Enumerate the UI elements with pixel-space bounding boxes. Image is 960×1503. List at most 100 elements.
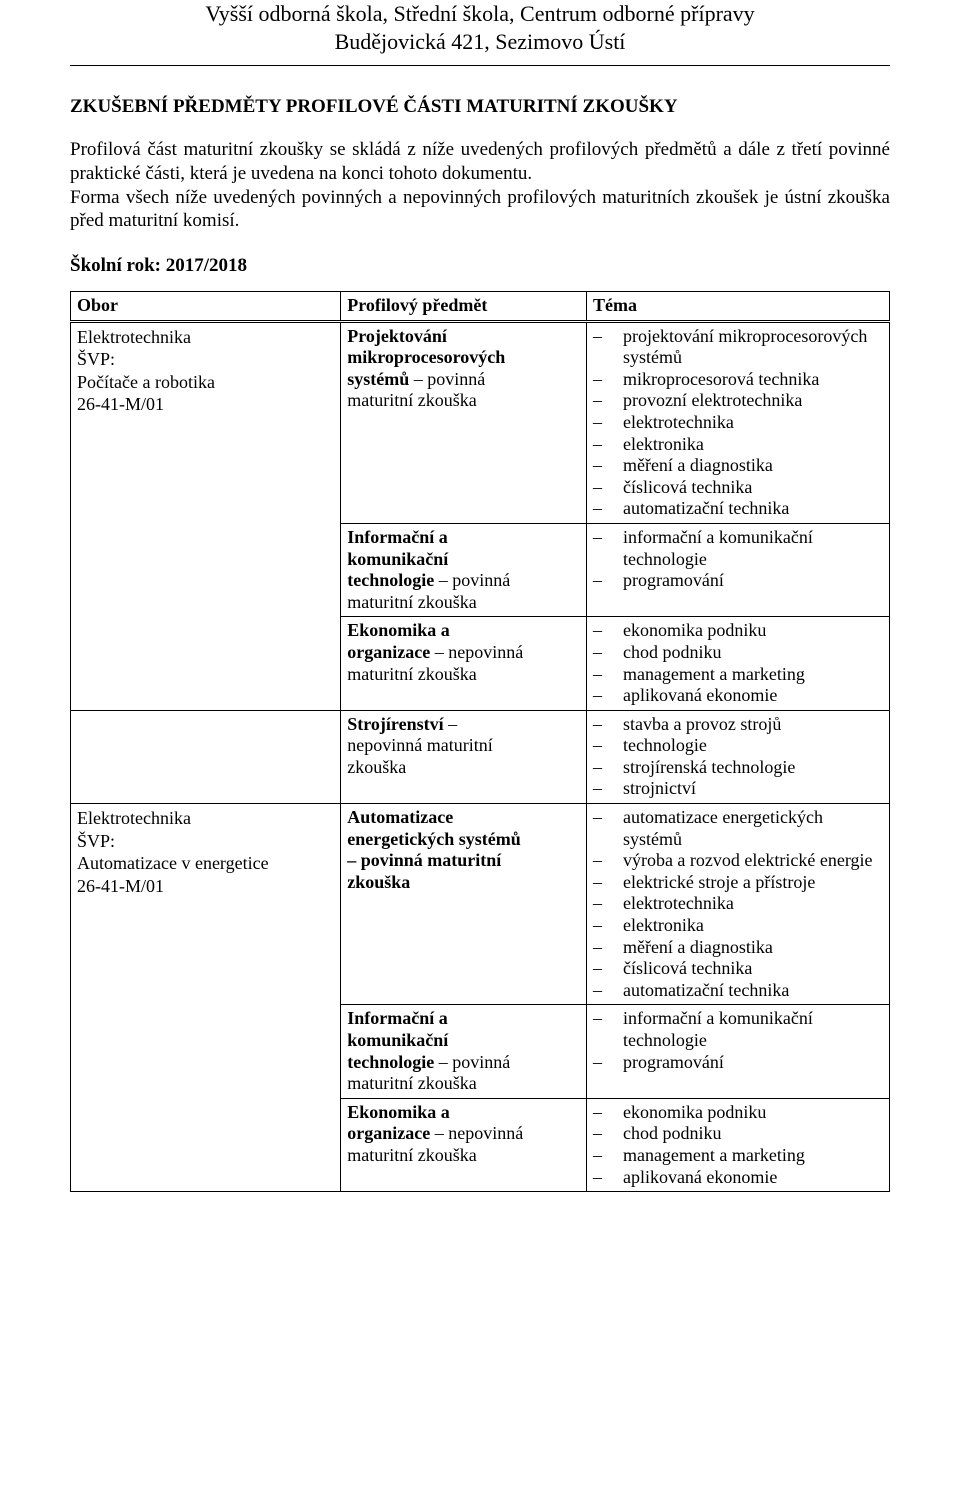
subject-cell: Informační a komunikační technologie – p… [341,523,587,616]
subject-bold: – povinná maturitní [347,850,501,870]
intro-paragraph: Profilová část maturitní zkoušky se sklá… [70,138,890,186]
subject-bold: Informační a [347,1008,448,1028]
subject-bold: Informační a [347,527,448,547]
subject-bold: organizace [347,642,430,662]
table-row: Strojírenství – nepovinná maturitní zkou… [71,710,890,803]
subject-cell: Projektování mikroprocesorových systémů … [341,321,587,523]
topic-item: měření a diagnostika [593,937,883,959]
subjects-table: Obor Profilový předmět Téma Elektrotechn… [70,291,890,1192]
obor-cell: Elektrotechnika ŠVP: Počítače a robotika… [71,321,341,710]
subject-rest: zkouška [347,757,406,777]
topic-item: ekonomika podniku [593,1102,883,1124]
subject-rest: maturitní zkouška [347,592,476,612]
subject-rest: maturitní zkouška [347,390,476,410]
topic-item: stavba a provoz strojů [593,714,883,736]
table-header-row: Obor Profilový předmět Téma [71,292,890,322]
obor-code: 26-41-M/01 [77,875,334,898]
topic-item: provozní elektrotechnika [593,390,883,412]
topic-cell: ekonomika podniku chod podniku managemen… [586,1098,889,1191]
topic-cell: informační a komunikační technologie pro… [586,1005,889,1098]
topic-item: aplikovaná ekonomie [593,685,883,707]
subject-cell: Ekonomika a organizace – nepovinná matur… [341,1098,587,1191]
subject-rest: maturitní zkouška [347,664,476,684]
table-row: Elektrotechnika ŠVP: Počítače a robotika… [71,321,890,523]
obor-code: 26-41-M/01 [77,393,334,416]
section-title: ZKUŠEBNÍ PŘEDMĚTY PROFILOVÉ ČÁSTI MATURI… [70,96,890,118]
topic-cell: ekonomika podniku chod podniku managemen… [586,617,889,710]
subject-bold: komunikační [347,549,448,569]
topic-item: elektronika [593,915,883,937]
topic-item: aplikovaná ekonomie [593,1167,883,1189]
obor-cell: Elektrotechnika ŠVP: Automatizace v ener… [71,804,341,1192]
topic-item: mikroprocesorová technika [593,369,883,391]
subject-rest: – povinná [409,369,485,389]
topic-item: management a marketing [593,1145,883,1167]
topic-item: elektrotechnika [593,412,883,434]
subject-bold: systémů [347,369,409,389]
subject-bold: technologie [347,1052,434,1072]
topic-item: elektronika [593,434,883,456]
topic-item: informační a komunikační technologie [593,527,883,570]
subject-cell: Informační a komunikační technologie – p… [341,1005,587,1098]
subject-bold: mikroprocesorových [347,347,505,367]
table-row: Elektrotechnika ŠVP: Automatizace v ener… [71,804,890,1005]
obor-name: Elektrotechnika [77,807,334,830]
subject-bold: zkouška [347,872,410,892]
subject-rest: – povinná [434,1052,510,1072]
subject-rest: – nepovinná [430,642,523,662]
topic-item: projektování mikroprocesorových systémů [593,326,883,369]
subject-rest: nepovinná maturitní [347,735,492,755]
subject-rest: – [444,714,458,734]
topic-item: strojnictví [593,778,883,800]
topic-cell: informační a komunikační technologie pro… [586,523,889,616]
topic-item: technologie [593,735,883,757]
obor-svp-label: ŠVP: [77,348,334,371]
obor-cell-empty [71,710,341,803]
topic-item: číslicová technika [593,477,883,499]
subject-bold: komunikační [347,1030,448,1050]
header-line1: Vyšší odborná škola, Střední škola, Cent… [70,0,890,28]
topic-cell: stavba a provoz strojů technologie stroj… [586,710,889,803]
subject-cell: Automatizace energetických systémů – pov… [341,804,587,1005]
topic-item: programování [593,570,883,592]
col-obor: Obor [71,292,341,322]
subject-bold: Ekonomika a [347,1102,450,1122]
topic-item: automatizační technika [593,498,883,520]
topic-item: elektrické stroje a přístroje [593,872,883,894]
obor-svp-label: ŠVP: [77,830,334,853]
topic-item: strojírenská technologie [593,757,883,779]
topic-cell: projektování mikroprocesorových systémů … [586,321,889,523]
topic-item: elektrotechnika [593,893,883,915]
topic-item: automatizace energetických systémů [593,807,883,850]
topic-item: chod podniku [593,1123,883,1145]
school-year: Školní rok: 2017/2018 [70,255,890,277]
subject-bold: Automatizace [347,807,453,827]
topic-item: management a marketing [593,664,883,686]
topic-item: chod podniku [593,642,883,664]
obor-svp-name: Automatizace v energetice [77,852,334,875]
subject-rest: – povinná [434,570,510,590]
page-header: Vyšší odborná škola, Střední škola, Cent… [70,0,890,66]
topic-item: číslicová technika [593,958,883,980]
form-paragraph: Forma všech níže uvedených povinných a n… [70,186,890,234]
col-topic: Téma [586,292,889,322]
topic-cell: automatizace energetických systémů výrob… [586,804,889,1005]
topic-item: informační a komunikační technologie [593,1008,883,1051]
subject-rest: maturitní zkouška [347,1073,476,1093]
subject-rest: maturitní zkouška [347,1145,476,1165]
subject-cell: Strojírenství – nepovinná maturitní zkou… [341,710,587,803]
subject-bold: Projektování [347,326,447,346]
topic-item: programování [593,1052,883,1074]
topic-item: výroba a rozvod elektrické energie [593,850,883,872]
subject-bold: organizace [347,1123,430,1143]
subject-bold: technologie [347,570,434,590]
col-subject: Profilový předmět [341,292,587,322]
subject-cell: Ekonomika a organizace – nepovinná matur… [341,617,587,710]
subject-bold: Strojírenství [347,714,443,734]
header-line2: Budějovická 421, Sezimovo Ústí [70,28,890,56]
obor-svp-name: Počítače a robotika [77,371,334,394]
topic-item: automatizační technika [593,980,883,1002]
subject-bold: Ekonomika a [347,620,450,640]
topic-item: měření a diagnostika [593,455,883,477]
subject-rest: – nepovinná [430,1123,523,1143]
